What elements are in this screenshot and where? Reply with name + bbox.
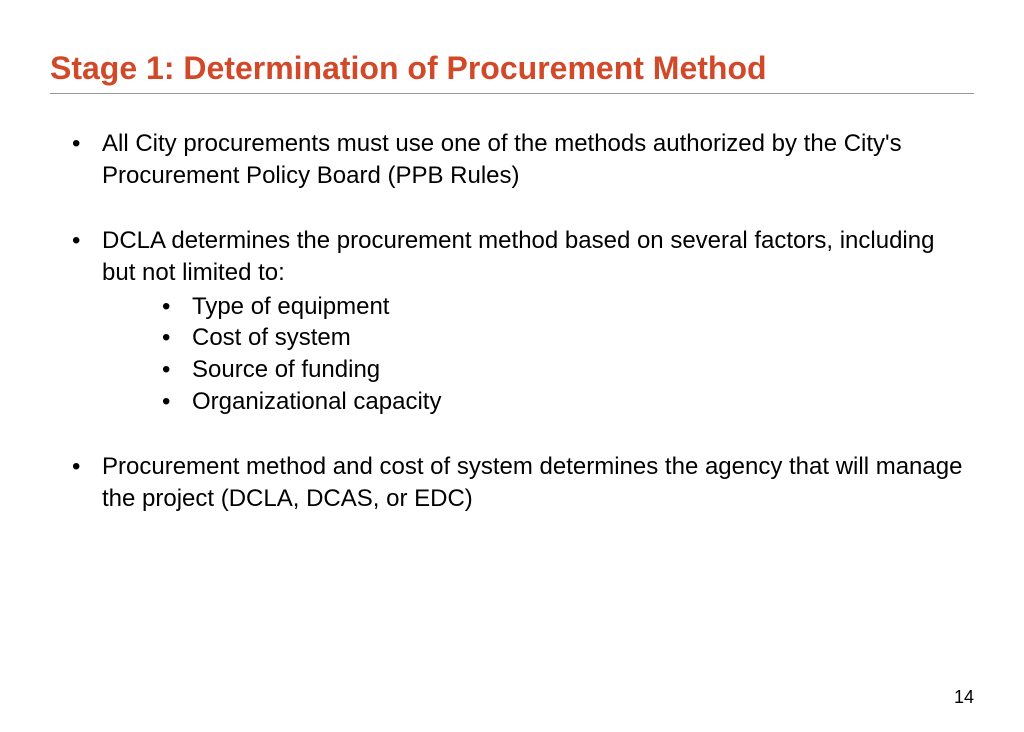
sub-bullet-item: Cost of system (102, 322, 974, 354)
bullet-item: All City procurements must use one of th… (62, 128, 974, 191)
sub-bullet-item: Source of funding (102, 354, 974, 386)
slide-content: All City procurements must use one of th… (50, 128, 974, 515)
bullet-text: DCLA determines the procurement method b… (102, 227, 934, 286)
slide-title: Stage 1: Determination of Procurement Me… (50, 50, 974, 94)
bullet-text: All City procurements must use one of th… (102, 130, 902, 189)
bullet-list: All City procurements must use one of th… (62, 128, 974, 515)
page-number: 14 (954, 687, 974, 708)
bullet-text: Procurement method and cost of system de… (102, 453, 962, 512)
sub-bullet-list: Type of equipment Cost of system Source … (102, 291, 974, 418)
bullet-item: DCLA determines the procurement method b… (62, 225, 974, 417)
bullet-item: Procurement method and cost of system de… (62, 451, 974, 514)
sub-bullet-item: Type of equipment (102, 291, 974, 323)
sub-bullet-item: Organizational capacity (102, 386, 974, 418)
